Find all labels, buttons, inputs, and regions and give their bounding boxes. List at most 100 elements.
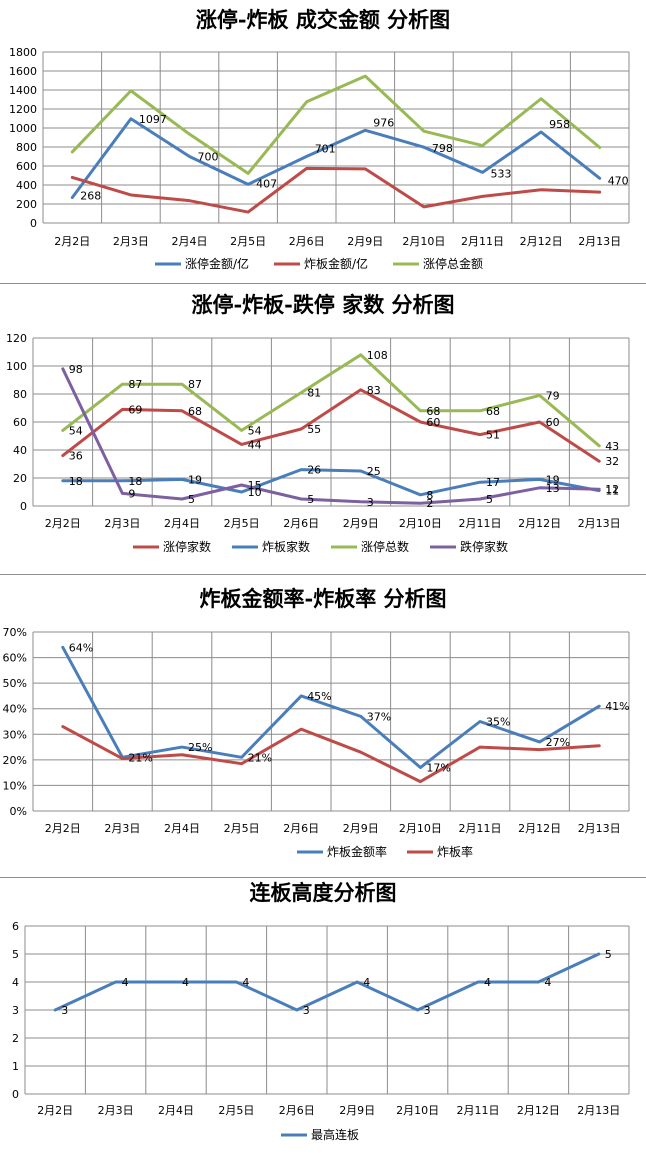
data-label: 5 xyxy=(307,493,314,506)
y-tick-label: 6 xyxy=(12,920,19,933)
x-tick-label: 2月10日 xyxy=(399,822,442,835)
data-label: 268 xyxy=(80,190,101,203)
y-tick-label: 0 xyxy=(12,1088,19,1101)
data-label: 13 xyxy=(546,482,560,495)
panel-divider xyxy=(0,283,646,284)
legend-item: 涨停总数 xyxy=(331,539,409,554)
y-tick-label: 1 xyxy=(12,1060,19,1073)
x-tick-label: 2月4日 xyxy=(164,517,200,530)
data-label: 18 xyxy=(69,475,83,488)
data-label: 26 xyxy=(307,464,321,477)
legend-label: 涨停总数 xyxy=(361,539,409,554)
data-label: 64% xyxy=(69,641,93,654)
data-label: 958 xyxy=(549,118,570,131)
legend-item: 涨停金额/亿 xyxy=(155,256,249,271)
data-label: 27% xyxy=(546,736,570,749)
chart-title: 炸板金额率-炸板率 分析图 xyxy=(199,586,446,611)
data-label: 55 xyxy=(307,423,321,436)
data-label: 10 xyxy=(248,486,262,499)
x-tick-label: 2月5日 xyxy=(224,517,260,530)
y-tick-label: 30% xyxy=(3,728,27,741)
series-line xyxy=(61,353,601,448)
data-label: 54 xyxy=(248,424,262,437)
data-label: 51 xyxy=(486,429,500,442)
chart-panel-streak: 连板高度分析图 0 1 2 3 4 5 6 2月2日 2月3日 2月4日 2月5日 2月6日 2月9日 2月… xyxy=(0,878,646,1153)
data-label: 68 xyxy=(188,405,202,418)
x-tick-label: 2月3日 xyxy=(104,517,140,530)
data-label: 41% xyxy=(605,700,629,713)
x-tick-label: 2月9日 xyxy=(343,822,379,835)
y-tick-label: 4 xyxy=(12,976,19,989)
data-label: 11 xyxy=(605,485,619,498)
series-line xyxy=(70,74,602,175)
legend-item: 炸板率 xyxy=(407,844,473,859)
data-label: 18 xyxy=(128,475,142,488)
legend-label: 最高连板 xyxy=(311,1127,359,1142)
x-tick-label: 2月4日 xyxy=(164,822,200,835)
data-label: 17 xyxy=(486,476,500,489)
y-tick-label: 3 xyxy=(12,1004,19,1017)
data-label: 5 xyxy=(486,493,493,506)
data-label: 3 xyxy=(424,1004,431,1017)
x-tick-label: 2月2日 xyxy=(54,235,90,248)
y-tick-label: 800 xyxy=(16,141,37,154)
y-tick-label: 0 xyxy=(30,217,37,230)
y-tick-label: 20% xyxy=(3,754,27,767)
chart-panel-counts: 涨停-炸板-跌停 家数 分析图 0 20 40 60 80 100 120 2月2日 2月3日 2月… xyxy=(0,284,646,574)
panel-divider xyxy=(0,877,646,878)
data-label: 79 xyxy=(546,389,560,402)
data-label: 3 xyxy=(367,496,374,509)
data-label: 9 xyxy=(128,487,135,500)
y-tick-label: 200 xyxy=(16,198,37,211)
legend-item: 炸板家数 xyxy=(232,539,310,554)
legend-item: 炸板金额率 xyxy=(297,844,387,859)
data-label: 470 xyxy=(608,174,629,187)
x-tick-label: 2月5日 xyxy=(230,235,266,248)
data-label: 87 xyxy=(128,378,142,391)
x-tick-label: 2月13日 xyxy=(578,822,621,835)
data-label: 533 xyxy=(491,167,512,180)
x-tick-label: 2月5日 xyxy=(224,822,260,835)
y-tick-label: 0% xyxy=(10,805,27,818)
data-label: 976 xyxy=(373,116,394,129)
y-tick-label: 0 xyxy=(20,500,27,513)
data-label: 3 xyxy=(61,1004,68,1017)
legend-item: 跌停家数 xyxy=(430,539,508,554)
x-tick-label: 2月2日 xyxy=(45,822,81,835)
x-tick-label: 2月13日 xyxy=(578,517,621,530)
chart-counts: 涨停-炸板-跌停 家数 分析图 0 20 40 60 80 100 120 2月2日 2月3日 2月… xyxy=(6,292,630,554)
x-tick-label: 2月3日 xyxy=(98,1104,134,1117)
data-label: 701 xyxy=(315,142,336,155)
legend-label: 涨停总金额 xyxy=(423,256,483,271)
series-line xyxy=(61,367,601,505)
data-label: 21% xyxy=(248,751,272,764)
data-label: 700 xyxy=(198,151,219,164)
chart-panel-turnover: 涨停-炸板 成交金额 分析图 0 200 400 600 800 1000 1200 1400 1… xyxy=(0,0,646,283)
x-tick-label: 2月2日 xyxy=(37,1104,73,1117)
y-tick-label: 100 xyxy=(6,360,27,373)
y-tick-label: 1800 xyxy=(9,46,37,59)
x-tick-label: 2月2日 xyxy=(45,517,81,530)
y-tick-label: 40 xyxy=(13,444,27,457)
legend-label: 炸板金额率 xyxy=(327,844,387,859)
x-tick-label: 2月11日 xyxy=(457,1104,500,1117)
x-tick-label: 2月6日 xyxy=(279,1104,315,1117)
data-label: 68 xyxy=(426,405,440,418)
data-label: 25% xyxy=(188,741,212,754)
x-tick-label: 2月11日 xyxy=(461,235,504,248)
data-label: 407 xyxy=(256,177,277,190)
series-line xyxy=(70,166,602,214)
data-label: 60 xyxy=(546,416,560,429)
x-tick-label: 2月6日 xyxy=(283,822,319,835)
x-tick-label: 2月12日 xyxy=(518,822,561,835)
legend-item: 炸板金额/亿 xyxy=(274,256,368,271)
series-line xyxy=(53,952,601,1012)
chart-panel-rates: 炸板金额率-炸板率 分析图 0% 10% 20% 30% 40% 50% 60% 70% 2月2日… xyxy=(0,575,646,877)
data-label: 4 xyxy=(242,976,249,989)
data-label: 81 xyxy=(307,387,321,400)
data-label: 54 xyxy=(69,424,83,437)
series-line xyxy=(61,468,601,497)
chart-title: 连板高度分析图 xyxy=(250,880,397,905)
y-tick-label: 20 xyxy=(13,472,27,485)
data-label: 8 xyxy=(426,489,433,502)
